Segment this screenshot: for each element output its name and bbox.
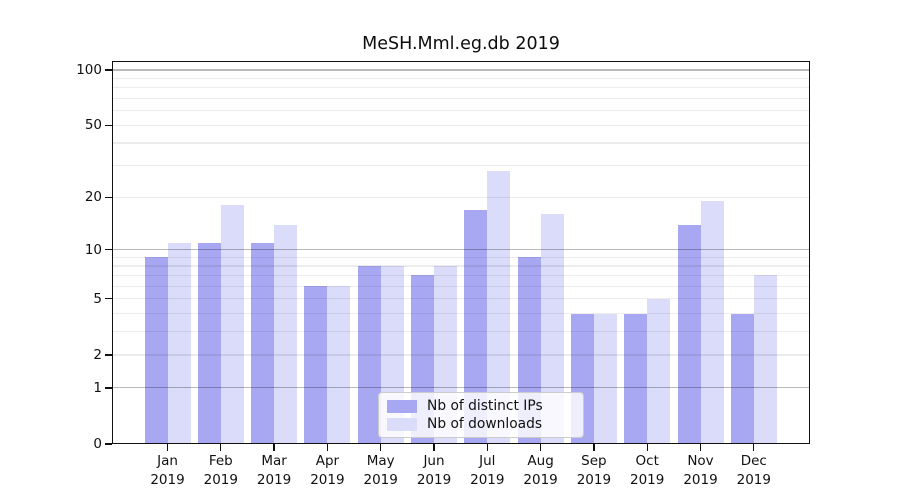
gridline-major-1: [112, 387, 810, 389]
x-tick-label-sep: Sep 2019: [576, 453, 612, 488]
bar-distinct-ips-jan: [144, 257, 168, 444]
y-tick-label-10: 10: [84, 241, 102, 258]
x-tick-mark-oct: [646, 444, 648, 451]
legend-swatch-distinct-ips: [387, 399, 417, 413]
plot-area: [112, 61, 810, 444]
bar-distinct-ips-oct: [624, 313, 648, 444]
x-tick-mark-feb: [220, 444, 222, 451]
gridline-minor-2: [112, 354, 810, 356]
gridline-major-100: [112, 69, 810, 71]
x-tick-label-may: May 2019: [363, 453, 398, 488]
bar-downloads-nov: [700, 201, 724, 444]
gridline-minor-3: [112, 331, 810, 333]
gridline-minor-8: [112, 265, 810, 267]
legend-label-distinct-ips: Nb of distinct IPs: [427, 398, 543, 414]
chart-title: MeSH.Mml.eg.db 2019: [362, 34, 560, 54]
x-tick-label-jul: Jul 2019: [470, 453, 505, 488]
bar-downloads-jan: [167, 242, 191, 444]
y-tick-mark-100: [105, 69, 112, 71]
x-tick-mark-nov: [699, 444, 702, 451]
x-tick-mark-jan: [166, 444, 169, 451]
bar-downloads-jul: [487, 171, 511, 444]
gridline-minor-6: [112, 285, 810, 287]
x-tick-mark-aug: [539, 444, 542, 451]
y-tick-label-1: 1: [93, 379, 102, 396]
gridline-minor-70: [112, 97, 810, 100]
y-tick-mark-50: [105, 124, 112, 127]
bar-downloads-apr: [327, 286, 351, 444]
gridline-major-10: [112, 249, 810, 251]
x-tick-label-apr: Apr 2019: [310, 453, 345, 488]
gridline-minor-60: [112, 110, 810, 112]
bar-downloads-aug: [540, 214, 564, 444]
x-tick-label-feb: Feb 2019: [203, 453, 238, 488]
gridline-minor-9: [112, 256, 810, 258]
y-tick-mark-20: [105, 196, 112, 198]
legend-swatch-downloads: [387, 417, 417, 431]
gridline-minor-90: [112, 77, 810, 80]
x-tick-mark-mar: [273, 444, 275, 451]
bar-downloads-sep: [593, 313, 617, 444]
x-tick-mark-apr: [326, 444, 329, 451]
bar-distinct-ips-apr: [304, 286, 328, 444]
y-tick-label-50: 50: [84, 117, 102, 134]
x-tick-label-aug: Aug 2019: [523, 453, 558, 488]
gridline-minor-40: [112, 142, 810, 144]
bar-downloads-feb: [220, 205, 244, 444]
x-tick-label-mar: Mar 2019: [256, 453, 292, 488]
gridline-minor-20: [112, 196, 810, 198]
y-tick-label-20: 20: [84, 189, 102, 206]
bar-distinct-ips-jul: [464, 209, 488, 444]
x-tick-label-nov: Nov 2019: [683, 453, 718, 488]
bar-distinct-ips-nov: [677, 224, 701, 444]
legend-item-downloads: Nb of downloads: [387, 416, 573, 432]
legend: Nb of distinct IPs Nb of downloads: [378, 392, 584, 438]
y-tick-label-5: 5: [93, 290, 102, 307]
x-tick-mark-jun: [433, 444, 435, 451]
legend-label-downloads: Nb of downloads: [427, 416, 543, 432]
gridline-minor-50: [112, 124, 810, 126]
bar-downloads-dec: [753, 275, 777, 444]
x-tick-mark-sep: [593, 444, 595, 451]
bar-distinct-ips-dec: [730, 313, 754, 444]
x-tick-label-dec: Dec 2019: [736, 453, 771, 488]
y-tick-mark-2: [105, 354, 112, 356]
gridline-minor-30: [112, 165, 810, 167]
gridline-minor-80: [112, 87, 810, 89]
bar-downloads-mar: [274, 224, 298, 444]
y-tick-label-100: 100: [76, 61, 102, 78]
x-tick-label-oct: Oct 2019: [630, 453, 665, 488]
x-tick-label-jan: Jan 2019: [150, 453, 185, 488]
legend-item-distinct-ips: Nb of distinct IPs: [387, 398, 573, 414]
y-tick-label-0: 0: [93, 436, 102, 452]
x-tick-mark-jul: [486, 444, 488, 451]
gridline-minor-5: [112, 298, 810, 300]
gridline-minor-7: [112, 274, 810, 277]
y-tick-mark-10: [105, 248, 112, 251]
y-tick-label-2: 2: [93, 346, 102, 363]
bar-distinct-ips-mar: [251, 242, 275, 444]
y-tick-mark-1: [105, 387, 112, 389]
y-tick-mark-5: [105, 298, 112, 300]
y-tick-mark-0: [105, 443, 112, 445]
x-tick-mark-dec: [753, 444, 755, 451]
gridline-minor-4: [112, 312, 810, 315]
x-tick-label-jun: Jun 2019: [416, 453, 452, 488]
bar-downloads-oct: [647, 298, 671, 444]
bar-distinct-ips-feb: [197, 242, 221, 444]
x-tick-mark-may: [380, 444, 382, 451]
